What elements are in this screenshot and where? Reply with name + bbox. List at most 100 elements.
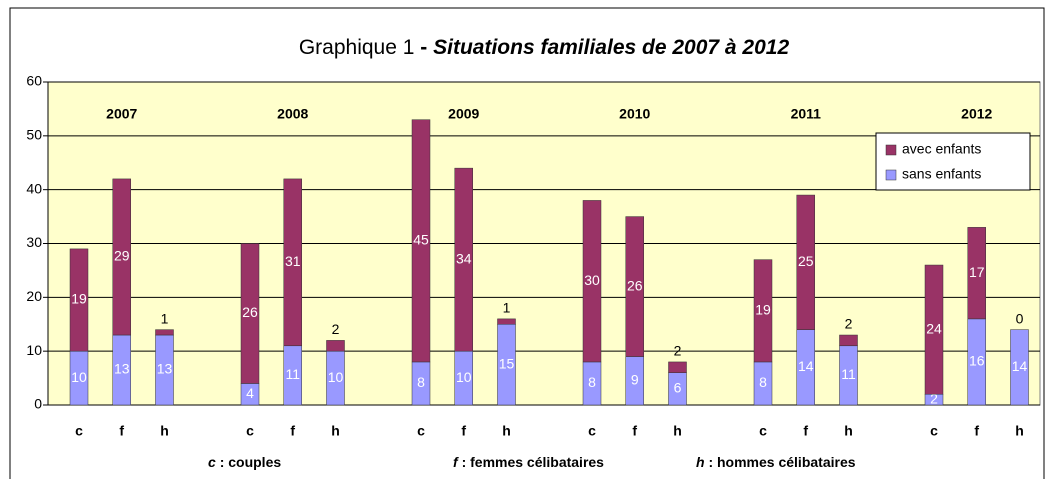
data-label: 8 [588, 374, 596, 390]
annotation-text: : couples [220, 454, 282, 470]
data-label: 2 [845, 316, 853, 332]
data-label: 45 [413, 232, 429, 248]
group-label: 2010 [619, 106, 650, 122]
bar-segment [839, 334, 858, 347]
bar-segment [155, 329, 174, 336]
annotation-text: : hommes célibataires [708, 454, 855, 470]
bar-segment [240, 243, 260, 384]
group-label: 2009 [448, 106, 479, 122]
data-label: 15 [499, 355, 515, 371]
x-tick-label: f [974, 423, 979, 439]
data-label: 16 [969, 353, 985, 369]
annotation: h : hommes célibataires [696, 454, 856, 470]
x-tick-label: f [803, 423, 808, 439]
y-tick-label: 60 [26, 73, 42, 89]
data-label: 2 [332, 321, 340, 337]
data-label: 19 [755, 301, 771, 317]
data-label: 13 [114, 361, 130, 377]
x-tick-label: c [588, 423, 596, 439]
bar-segment [796, 194, 815, 330]
data-label: 13 [157, 361, 173, 377]
data-label: 11 [841, 366, 856, 382]
annotation-key: f [453, 454, 459, 470]
data-label: 6 [674, 380, 682, 396]
data-label: 26 [242, 304, 258, 320]
bar-segment [753, 259, 773, 363]
chart-title: Graphique 1 - Situations familiales de 2… [299, 36, 790, 59]
y-tick-label: 30 [26, 234, 42, 250]
x-tick-label: h [331, 423, 340, 439]
annotation-key: h [696, 454, 705, 470]
data-label: 8 [417, 374, 425, 390]
x-tick-label: c [759, 423, 767, 439]
x-tick-label: f [119, 423, 124, 439]
data-label: 8 [759, 374, 767, 390]
bar-segment [497, 318, 516, 325]
data-label: 34 [456, 250, 472, 266]
bar-segment [1010, 329, 1029, 406]
bar-segment [924, 264, 944, 395]
bar-segment [625, 216, 644, 357]
x-tick-label: f [461, 423, 466, 439]
data-label: 25 [798, 253, 814, 269]
bar-segment [668, 361, 687, 373]
legend-swatch [885, 144, 897, 156]
data-label: 17 [969, 264, 985, 280]
x-tick-label: c [246, 423, 254, 439]
bar-segment [582, 200, 602, 363]
x-tick-label: h [1015, 423, 1024, 439]
legend-box [875, 132, 1031, 191]
bar-segment [326, 340, 345, 352]
title-part: Graphique 1 [299, 36, 415, 59]
title-part: - [420, 36, 427, 59]
annotation: f : femmes célibataires [453, 454, 604, 470]
data-label: 24 [926, 320, 942, 336]
data-label: 4 [246, 385, 254, 401]
data-label: 10 [456, 369, 472, 385]
x-tick-label: f [290, 423, 295, 439]
group-label: 2011 [791, 106, 822, 122]
y-tick-label: 40 [26, 180, 42, 196]
legend-swatch [885, 169, 897, 181]
data-label: 19 [71, 291, 87, 307]
title-part: Situations familiales de 2007 à 2012 [433, 36, 789, 59]
annotation-key: c [208, 454, 216, 470]
data-label: 1 [161, 310, 169, 326]
legend-label: avec enfants [902, 141, 981, 157]
y-tick-label: 0 [34, 396, 42, 412]
bar-segment [69, 248, 89, 352]
legend: avec enfants sans enfants [875, 132, 1031, 191]
y-tick-label: 50 [26, 127, 42, 143]
bar-segment [967, 227, 986, 320]
bar-segment [283, 178, 302, 347]
data-label: 29 [114, 248, 130, 264]
data-label: 30 [584, 272, 600, 288]
data-label: 11 [285, 366, 300, 382]
x-tick-label: f [632, 423, 637, 439]
legend-label: sans enfants [902, 166, 981, 182]
data-label: 9 [631, 371, 639, 387]
data-label: 0 [1016, 310, 1024, 326]
data-label: 26 [627, 277, 643, 293]
bar-segment [411, 119, 431, 363]
data-label: 2 [674, 343, 682, 359]
x-tick-label: h [502, 423, 511, 439]
y-tick-label: 20 [26, 288, 42, 304]
y-tick-label: 10 [26, 342, 42, 358]
x-tick-label: h [844, 423, 853, 439]
data-label: 14 [1012, 358, 1028, 374]
annotation-text: : femmes célibataires [462, 454, 605, 470]
x-tick-label: h [673, 423, 682, 439]
data-label: 10 [71, 369, 87, 385]
group-label: 2008 [277, 106, 308, 122]
bar-segment [112, 178, 131, 336]
bar-segment [454, 167, 473, 352]
data-label: 14 [798, 358, 814, 374]
data-label: 10 [328, 369, 344, 385]
x-tick-label: c [417, 423, 425, 439]
data-label: 1 [503, 300, 511, 316]
annotation: c : couples [208, 454, 281, 470]
group-label: 2012 [961, 106, 992, 122]
